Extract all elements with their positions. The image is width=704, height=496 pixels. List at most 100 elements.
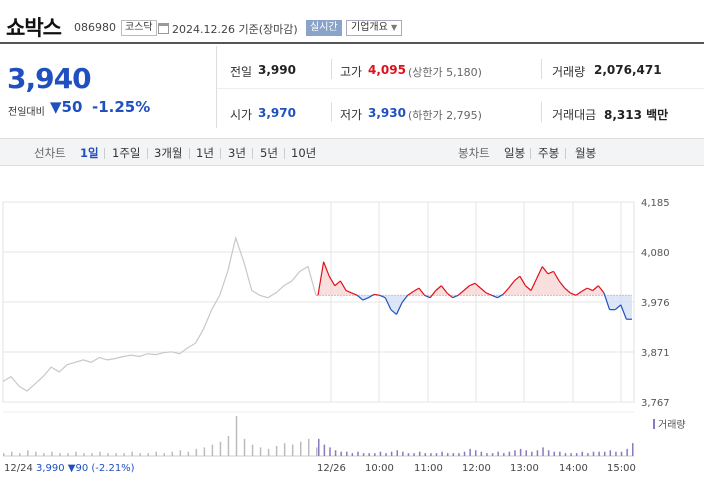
divider: [565, 148, 566, 159]
volume-bar-prev: [235, 416, 238, 456]
volume-bar-prev: [147, 453, 149, 456]
company-overview-button[interactable]: 기업개요 ▼: [346, 20, 403, 36]
volume-bar-today: [475, 450, 477, 456]
volume-bar-prev: [251, 444, 254, 456]
volume-bar-today: [519, 448, 522, 456]
volume-bar-prev: [291, 444, 294, 456]
today-area-segment: [620, 295, 627, 320]
today-area-segment: [379, 295, 386, 298]
upper-limit-note: (상한가 5,180): [408, 66, 482, 79]
current-price: 3,940: [7, 62, 92, 95]
today-area-segment: [553, 271, 560, 296]
today-line-segment: [351, 292, 358, 296]
volume-bar-today: [418, 451, 421, 456]
x-tick-label: 11:00: [414, 463, 443, 474]
info-low: 저가 3,930 (하한가 2,795): [340, 106, 540, 146]
divider: [104, 148, 105, 159]
today-area-segment: [609, 295, 616, 310]
period-5y[interactable]: 5년: [260, 146, 278, 160]
today-line-segment: [570, 292, 577, 296]
volume-bar-today: [559, 451, 561, 456]
today-area-segment: [469, 283, 475, 296]
candle-weekly[interactable]: 주봉: [538, 146, 560, 160]
volume-bar-today: [536, 450, 539, 456]
company-overview-label: 기업개요: [351, 22, 388, 33]
candle-daily[interactable]: 일봉: [504, 146, 526, 160]
today-area-segment: [334, 280, 341, 296]
today-area-segment: [626, 295, 632, 320]
today-line-segment: [474, 282, 481, 289]
volume-bar-today: [570, 453, 572, 456]
volume-bar-prev: [155, 451, 157, 456]
today-line-segment: [508, 280, 515, 289]
volume-bar-prev: [91, 453, 93, 456]
divider: [220, 148, 221, 159]
volume-bar-today: [503, 453, 505, 456]
today-line-segment: [480, 287, 487, 294]
volume-bar-prev: [316, 447, 318, 456]
y-tick-label: 3,767: [641, 398, 670, 409]
volume-bar-today: [323, 444, 326, 456]
volume-bar-prev: [139, 453, 141, 456]
period-1y[interactable]: 1년: [196, 146, 214, 160]
trade-value-value: 8,313 백만: [604, 108, 669, 122]
today-line-segment: [603, 292, 611, 310]
divider: [331, 102, 332, 122]
info-open: 시가 3,970: [230, 106, 330, 146]
volume-bar-prev: [131, 451, 133, 456]
today-area-segment: [323, 261, 330, 296]
volume-bar-prev: [35, 451, 37, 456]
today-line-segment: [429, 290, 437, 299]
today-area-segment: [581, 288, 588, 296]
today-area-segment: [413, 288, 419, 296]
volume-bar-prev: [299, 441, 302, 456]
low-label: 저가: [340, 108, 363, 122]
volume-bar-today: [581, 451, 584, 456]
volume-bar-prev: [11, 451, 13, 456]
prev-day-summary: 3,990 ▼90 (-2.21%): [36, 463, 135, 474]
prev-day-line: [2, 235, 317, 392]
volume-bar-prev: [75, 451, 77, 456]
volume-bar-today: [374, 453, 376, 456]
chevron-down-icon: ▼: [391, 23, 398, 32]
y-tick-label: 4,185: [641, 198, 670, 209]
period-1w[interactable]: 1주일: [112, 146, 141, 160]
stock-code: 086980: [74, 21, 116, 34]
period-10y[interactable]: 10년: [291, 146, 317, 160]
today-line-segment: [491, 294, 498, 299]
today-line-segment: [435, 285, 442, 291]
volume-bar-today: [463, 451, 466, 456]
high-value: 4,095: [368, 63, 406, 77]
low-value: 3,930: [368, 106, 406, 120]
candle-monthly[interactable]: 월봉: [575, 146, 597, 160]
divider: [541, 59, 542, 79]
volume-bar-today: [379, 451, 382, 456]
volume-bar-today: [413, 453, 415, 456]
today-line-segment: [401, 294, 409, 303]
today-line-segment: [413, 287, 420, 292]
volume-bar-prev: [99, 451, 101, 456]
today-line-segment: [525, 285, 532, 291]
volume-legend-swatch: [653, 419, 655, 429]
today-area-segment: [475, 283, 481, 296]
today-line-segment: [418, 287, 426, 296]
calendar-icon: [158, 23, 169, 34]
period-3m[interactable]: 3개월: [154, 146, 183, 160]
today-line-segment: [558, 280, 566, 289]
today-line-segment: [395, 302, 403, 315]
period-3y[interactable]: 3년: [228, 146, 246, 160]
today-line-segment: [457, 290, 465, 296]
today-line-segment: [597, 285, 605, 294]
today-area-segment: [559, 280, 565, 296]
period-1d[interactable]: 1일: [80, 146, 99, 160]
today-line-segment: [497, 293, 504, 299]
today-line-segment: [614, 304, 622, 311]
price-chart[interactable]: 4,185 4,080 3,976 3,871 3,767 거래량 12/24 3,990 ▼…: [0, 166, 704, 496]
today-line-segment: [384, 297, 392, 310]
volume-value: 2,076,471: [594, 63, 662, 77]
change-amount: ▼50: [50, 98, 83, 116]
realtime-button[interactable]: 실시간: [306, 20, 342, 36]
today-line-segment: [362, 297, 369, 301]
info-row-divider: [217, 88, 704, 89]
period-selector: 선차트 1일 1주일 3개월 1년 3년 5년 10년 봉차트 일봉 주봉 월봉: [0, 138, 704, 166]
